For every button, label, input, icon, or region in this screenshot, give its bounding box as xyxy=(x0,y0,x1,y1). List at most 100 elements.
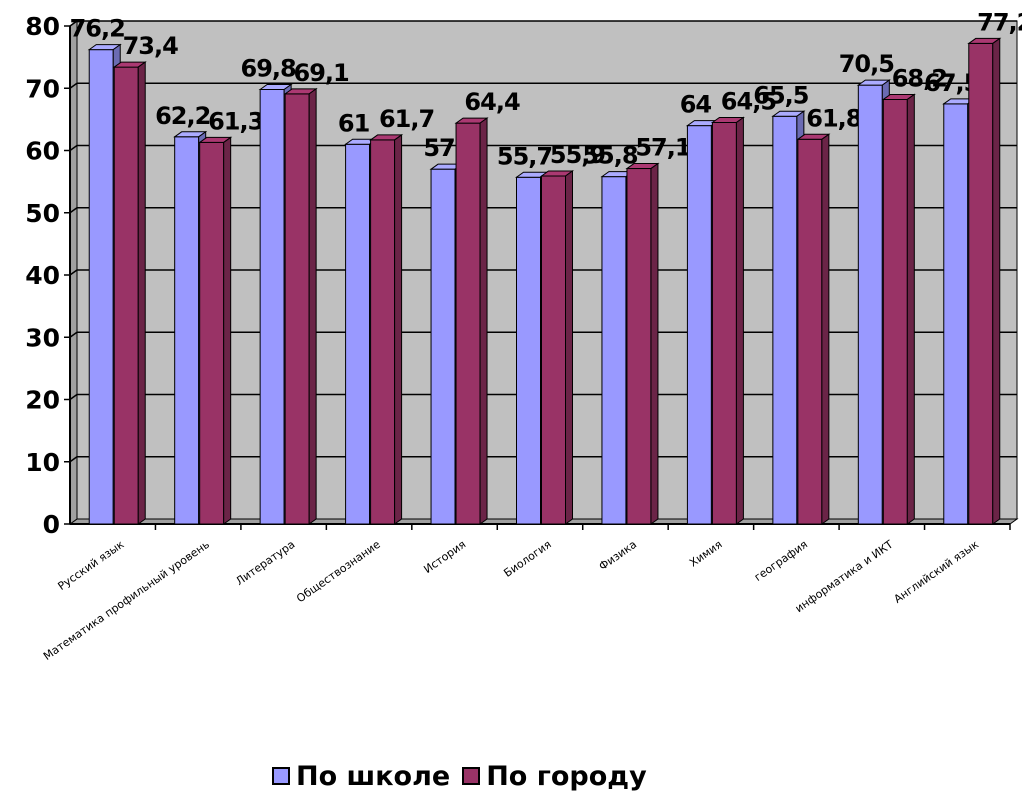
bar-side xyxy=(308,87,317,525)
y-tick-label: 10 xyxy=(25,448,60,477)
bar-city xyxy=(539,170,575,525)
bar-front xyxy=(772,115,798,525)
bar-side xyxy=(137,61,146,525)
gridline-depth xyxy=(69,456,78,463)
bar-front xyxy=(345,143,371,525)
y-tick-label: 0 xyxy=(43,510,60,539)
data-label: 61,8 xyxy=(806,104,862,132)
bar-front xyxy=(626,168,652,525)
bar-front xyxy=(882,98,908,525)
data-label: 77,2 xyxy=(977,8,1022,36)
y-tick-label: 60 xyxy=(25,137,60,166)
bar-front xyxy=(797,138,823,525)
x-tick-label: Русский язык xyxy=(56,538,127,593)
x-tick-label: Обществознание xyxy=(294,538,383,606)
gridline-depth xyxy=(69,269,78,276)
y-tick-label: 20 xyxy=(25,386,60,415)
data-label: 62,2 xyxy=(155,102,210,130)
data-label: 61 xyxy=(338,109,370,137)
data-label: 64 xyxy=(680,91,712,119)
bar-side xyxy=(479,117,488,525)
legend-label-city: По городу xyxy=(486,760,647,792)
bar-city xyxy=(283,87,318,525)
bar-city xyxy=(796,133,831,525)
data-label: 57 xyxy=(423,134,454,162)
bar-front xyxy=(430,168,456,525)
bar-front xyxy=(541,175,566,525)
data-label: 61,3 xyxy=(208,107,263,135)
data-label: 55,9 xyxy=(550,141,606,169)
data-label: 65,5 xyxy=(753,81,809,109)
bar-city xyxy=(369,133,404,525)
bar-front xyxy=(113,66,139,525)
legend-item-city: По городу xyxy=(462,760,647,792)
bar-front xyxy=(857,84,883,525)
data-label: 68,2 xyxy=(892,64,947,92)
x-tick-label: Физика xyxy=(596,538,639,573)
data-label: 70,5 xyxy=(839,50,895,78)
bar-front xyxy=(199,141,225,525)
bar-side xyxy=(735,116,744,525)
x-tick-label: История xyxy=(421,538,468,576)
bar-front xyxy=(174,136,200,525)
bar-front xyxy=(711,121,737,525)
y-tick-label: 70 xyxy=(25,74,60,103)
gridline-depth xyxy=(69,20,78,27)
legend-item-school: По школе xyxy=(272,761,450,792)
data-label: 57,1 xyxy=(635,134,691,162)
data-label: 55,8 xyxy=(582,142,638,170)
bar-front xyxy=(943,103,969,525)
gridline-depth xyxy=(69,393,78,401)
bar-side xyxy=(565,170,573,525)
bar-front xyxy=(968,42,994,525)
data-label: 73,4 xyxy=(123,32,179,60)
y-tick-label: 80 xyxy=(25,12,60,41)
bar-front xyxy=(88,49,114,525)
x-tick-label: Биология xyxy=(501,538,553,580)
gridline-depth xyxy=(69,82,78,89)
data-label: 76,2 xyxy=(70,15,125,43)
bar-side xyxy=(821,133,830,525)
bar-front xyxy=(370,139,396,525)
y-tick-label: 30 xyxy=(25,323,60,352)
legend-swatch-school xyxy=(272,767,290,785)
bar-front xyxy=(259,88,285,525)
legend: По школе По городу xyxy=(272,758,647,794)
bar-side xyxy=(394,133,403,525)
bar-city xyxy=(881,93,916,525)
gridline-depth xyxy=(69,207,78,214)
y-tick-label: 50 xyxy=(25,199,60,228)
bar-front xyxy=(284,93,310,525)
data-label: 64,5 xyxy=(721,87,777,115)
x-tick-label: Литература xyxy=(233,538,297,588)
data-label: 55,7 xyxy=(497,142,552,170)
bar-city xyxy=(967,37,1002,525)
x-tick-label: Химия xyxy=(687,538,725,570)
bar-city xyxy=(454,117,489,525)
legend-swatch-city xyxy=(462,767,481,785)
bar-side xyxy=(992,37,1001,525)
bar-chart-svg: 0 10 20 30 40 50 60 70 80 76,273,4 Русский язык 62,… xyxy=(25,8,1022,663)
bar-front xyxy=(686,125,712,525)
data-label: 61,7 xyxy=(379,105,434,133)
bar-front xyxy=(455,122,481,525)
bar-city xyxy=(198,136,233,525)
data-label: 69,8 xyxy=(241,54,297,82)
x-tick-label: география xyxy=(752,538,810,584)
bar-side xyxy=(650,162,659,525)
x-tick-label: Математика профильный уровень xyxy=(41,538,212,663)
gridline-depth xyxy=(69,331,78,338)
bar-front xyxy=(516,176,541,525)
legend-label-school: По школе xyxy=(296,760,451,792)
data-label: 64,4 xyxy=(464,88,520,116)
bar-city xyxy=(112,61,147,525)
bar-front xyxy=(601,176,627,525)
bar-city xyxy=(625,162,660,525)
y-tick-label: 40 xyxy=(25,261,60,290)
data-label: 69,1 xyxy=(294,59,350,87)
bar-side xyxy=(223,136,232,525)
gridline-depth xyxy=(69,144,78,152)
x-tick-label: Английский язык xyxy=(892,538,982,606)
bar-city xyxy=(710,116,745,525)
bar-side xyxy=(906,93,915,525)
